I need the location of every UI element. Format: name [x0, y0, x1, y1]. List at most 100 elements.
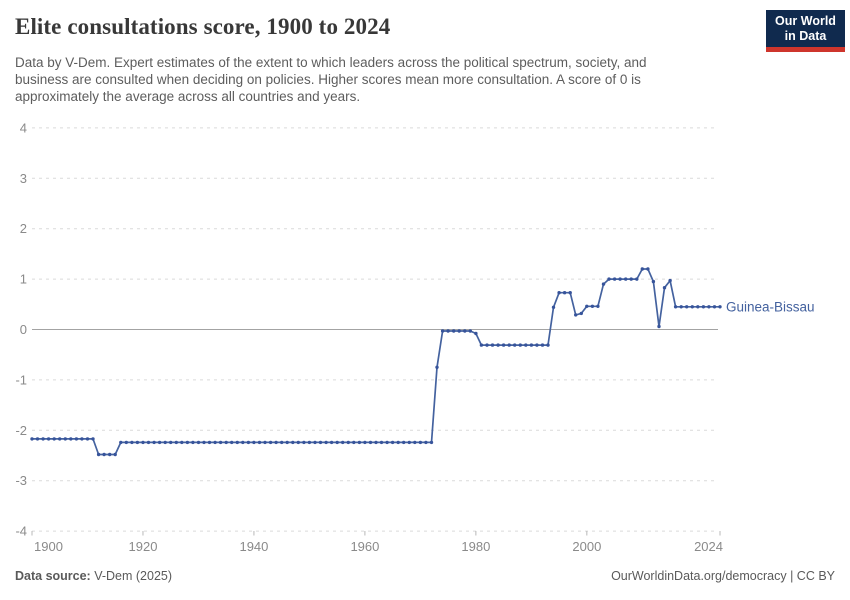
ytick-label-0: 0 — [20, 322, 27, 337]
xtick-label-1940: 1940 — [239, 539, 268, 554]
data-point-2012 — [651, 279, 656, 284]
data-point-1904 — [52, 437, 56, 441]
series-points-guinea-bissau[interactable] — [30, 267, 722, 457]
data-point-1976 — [452, 329, 456, 333]
data-point-1958 — [352, 440, 356, 445]
owid-url-link[interactable]: OurWorldinData.org/democracy — [611, 569, 787, 583]
data-point-1997 — [568, 291, 572, 295]
data-point-1934 — [218, 440, 223, 445]
series-label-guinea-bissau[interactable]: Guinea-Bissau — [726, 299, 815, 314]
xtick-label-2024: 2024 — [694, 539, 723, 554]
series-line-guinea-bissau[interactable] — [31, 268, 721, 456]
data-point-1953 — [324, 440, 328, 445]
data-point-1910 — [85, 437, 90, 441]
data-point-2007 — [624, 277, 628, 281]
data-point-2015 — [668, 278, 672, 283]
data-point-1969 — [413, 440, 417, 445]
data-point-1932 — [207, 440, 212, 445]
data-point-1922 — [152, 440, 156, 445]
data-point-1931 — [202, 440, 206, 445]
ytick-label--4: -4 — [15, 524, 27, 539]
data-point-1923 — [157, 440, 162, 445]
data-point-2005 — [612, 277, 617, 281]
data-point-1977 — [457, 329, 461, 333]
data-point-2011 — [646, 267, 650, 271]
data-point-1986 — [507, 343, 511, 347]
data-point-2014 — [662, 286, 667, 290]
data-point-1940 — [252, 440, 256, 445]
ytick-label--2: -2 — [15, 423, 27, 438]
data-point-2017 — [679, 305, 683, 309]
data-point-1980 — [474, 331, 478, 336]
ytick-label--3: -3 — [15, 473, 27, 488]
data-point-1966 — [396, 440, 400, 445]
data-point-1979 — [468, 329, 472, 333]
data-point-2021 — [701, 305, 706, 309]
data-point-1907 — [69, 437, 73, 441]
data-point-1965 — [390, 440, 395, 445]
data-point-1943 — [268, 440, 273, 445]
data-point-1999 — [579, 311, 583, 316]
data-point-1963 — [379, 440, 384, 445]
data-point-1974 — [440, 329, 445, 333]
owid-logo[interactable]: Our World in Data — [766, 10, 845, 52]
data-point-1950 — [307, 440, 312, 445]
data-point-1961 — [368, 440, 373, 445]
data-point-2003 — [601, 282, 606, 286]
data-point-2022 — [707, 305, 711, 309]
data-point-1949 — [302, 440, 306, 445]
license-link[interactable]: CC BY — [796, 569, 835, 583]
data-point-1908 — [74, 437, 79, 441]
data-point-1915 — [113, 452, 117, 457]
data-point-1962 — [374, 440, 378, 445]
ytick-label-2: 2 — [20, 221, 27, 236]
data-point-1902 — [41, 437, 45, 441]
data-point-1900 — [30, 437, 34, 441]
footer-separator: | — [786, 569, 797, 583]
data-point-2002 — [596, 304, 600, 308]
data-point-1990 — [529, 343, 534, 347]
data-point-1954 — [329, 440, 334, 445]
data-point-1983 — [490, 343, 495, 347]
data-point-1939 — [246, 440, 251, 445]
xtick-label-1920: 1920 — [129, 539, 158, 554]
data-point-1956 — [341, 440, 345, 445]
data-source: Data source: V-Dem (2025) — [15, 569, 172, 583]
data-point-1968 — [407, 440, 411, 445]
data-point-2013 — [657, 324, 661, 329]
data-point-1972 — [429, 440, 434, 445]
data-point-1971 — [424, 440, 428, 445]
data-point-1946 — [285, 440, 289, 445]
data-point-1987 — [513, 343, 517, 347]
chart-footer: Data source: V-Dem (2025) OurWorldinData… — [15, 569, 835, 583]
data-point-2016 — [673, 305, 678, 309]
data-point-1952 — [318, 440, 323, 445]
data-point-1912 — [96, 452, 101, 457]
data-point-1924 — [163, 440, 167, 445]
owid-logo-line2: in Data — [784, 29, 827, 43]
data-point-1903 — [46, 437, 51, 441]
data-point-2023 — [712, 305, 717, 309]
data-point-2000 — [585, 304, 589, 308]
data-point-1929 — [191, 440, 195, 445]
footer-links: OurWorldinData.org/democracy | CC BY — [611, 569, 835, 583]
data-point-1951 — [313, 440, 317, 445]
data-point-1995 — [557, 291, 561, 295]
y-gridlines: -4 -3 -2 -1 0 1 2 3 4 — [15, 120, 718, 539]
data-point-1941 — [257, 440, 262, 445]
data-point-1928 — [185, 440, 190, 445]
data-point-1985 — [501, 343, 506, 347]
data-point-2018 — [685, 305, 689, 309]
data-point-1935 — [224, 440, 228, 445]
line-series-guinea-bissau[interactable]: Guinea-Bissau — [30, 267, 815, 457]
data-point-1967 — [402, 440, 406, 445]
data-point-2010 — [640, 267, 644, 271]
data-point-1927 — [180, 440, 184, 445]
data-point-1919 — [135, 440, 140, 445]
data-point-1930 — [196, 440, 201, 445]
data-point-1947 — [291, 440, 295, 445]
subtitle-line-2: business are consulted when deciding on … — [15, 72, 641, 87]
owid-logo-line1: Our World — [775, 14, 836, 28]
data-point-1988 — [518, 343, 522, 347]
